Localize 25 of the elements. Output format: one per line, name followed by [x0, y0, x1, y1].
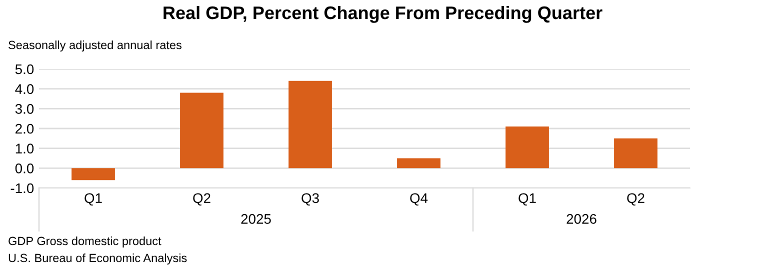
- y-tick-label: 4.0: [15, 84, 34, 94]
- bar: [180, 92, 224, 168]
- y-tick-label: -1.0: [10, 183, 34, 194]
- chart-title: Real GDP, Percent Change From Preceding Quarter: [164, 6, 602, 23]
- y-axis-title: Seasonally adjusted annual rates: [8, 40, 182, 52]
- bar: [288, 80, 332, 168]
- x-tick-label: Q1: [518, 193, 536, 206]
- y-tick-label: 5.0: [15, 64, 34, 74]
- x-tick-label: Q4: [410, 193, 428, 206]
- text: GDP Gross domestic product: [8, 236, 162, 248]
- x-tick-label: Q3: [302, 193, 319, 206]
- bar: [506, 126, 549, 168]
- y-tick-label: 2.0: [16, 124, 34, 134]
- text: 2026: [566, 214, 596, 224]
- text: 2025: [241, 214, 271, 224]
- y-tick-label: 0.0: [15, 164, 34, 174]
- bar: [397, 158, 440, 168]
- bar: [614, 138, 658, 168]
- y-tick-label: 1.0: [16, 144, 34, 154]
- x-tick-label: Q2: [627, 193, 644, 206]
- x-tick-label: Q1: [84, 193, 102, 206]
- y-tick-label: 3.0: [15, 104, 34, 114]
- x-tick-label: Q2: [193, 193, 210, 206]
- bar: [72, 168, 115, 180]
- text: U.S. Bureau of Economic Analysis: [8, 253, 187, 265]
